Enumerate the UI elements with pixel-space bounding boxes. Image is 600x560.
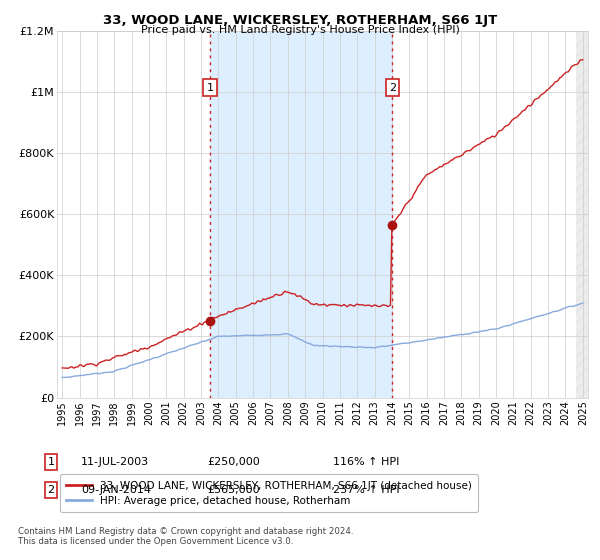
Text: 2: 2 [47,485,55,495]
Text: 1: 1 [207,83,214,92]
Text: £250,000: £250,000 [207,457,260,467]
Text: 09-JAN-2014: 09-JAN-2014 [81,485,151,495]
Legend: 33, WOOD LANE, WICKERSLEY, ROTHERHAM, S66 1JT (detached house), HPI: Average pri: 33, WOOD LANE, WICKERSLEY, ROTHERHAM, S6… [59,474,478,512]
Text: 237% ↑ HPI: 237% ↑ HPI [333,485,400,495]
Text: 116% ↑ HPI: 116% ↑ HPI [333,457,400,467]
Text: 2: 2 [389,83,396,92]
Bar [576,31,588,398]
Text: 1: 1 [47,457,55,467]
Bar [210,31,392,398]
Text: 11-JUL-2003: 11-JUL-2003 [81,457,149,467]
Text: Price paid vs. HM Land Registry's House Price Index (HPI): Price paid vs. HM Land Registry's House … [140,25,460,35]
Text: 33, WOOD LANE, WICKERSLEY, ROTHERHAM, S66 1JT: 33, WOOD LANE, WICKERSLEY, ROTHERHAM, S6… [103,14,497,27]
Text: £565,000: £565,000 [207,485,260,495]
Text: Contains HM Land Registry data © Crown copyright and database right 2024.
This d: Contains HM Land Registry data © Crown c… [18,526,353,546]
